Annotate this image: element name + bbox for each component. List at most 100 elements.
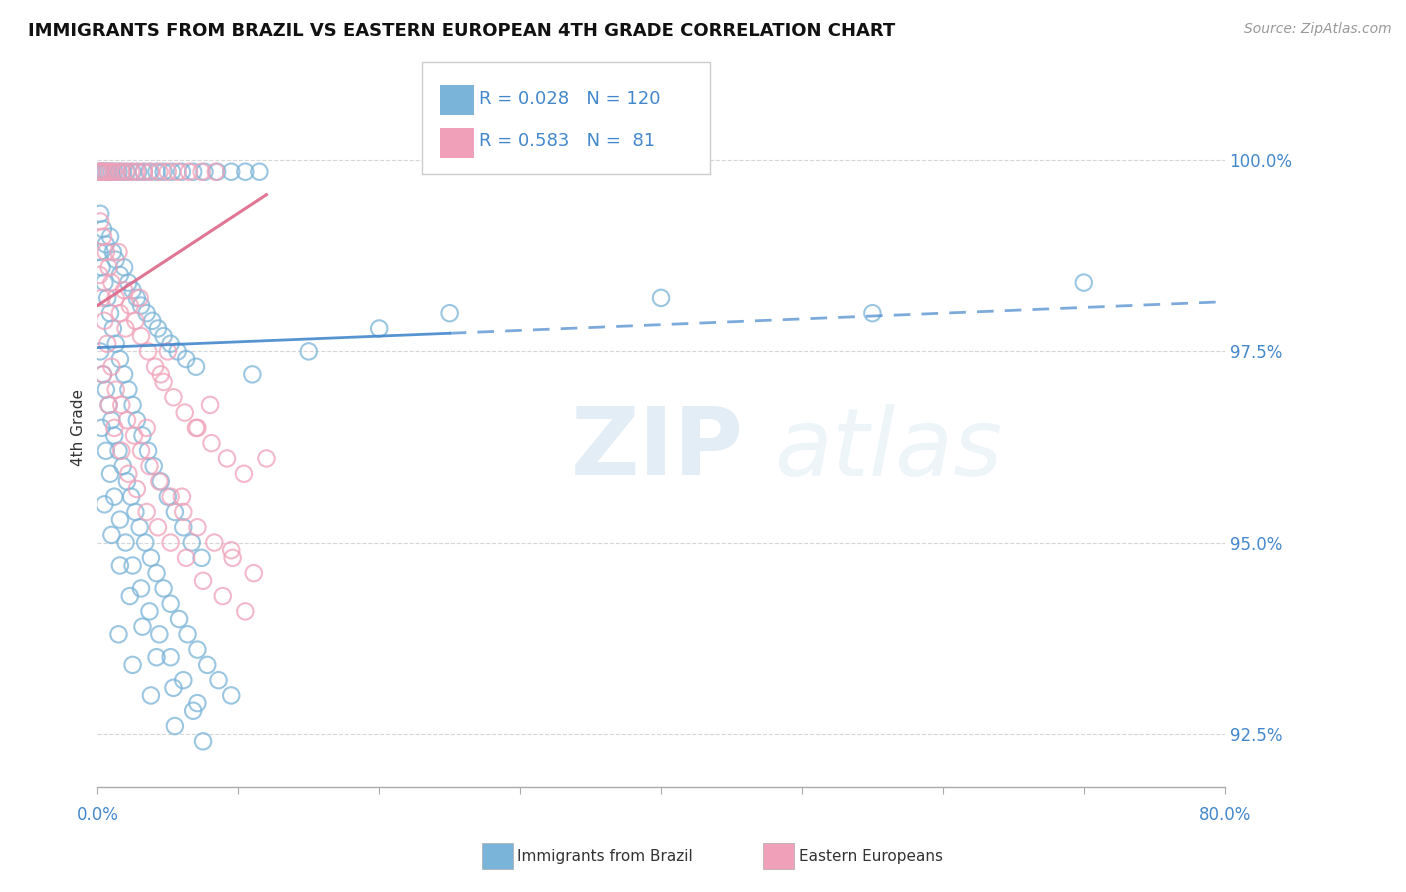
Point xyxy=(115,475,138,489)
Point xyxy=(160,165,183,179)
Point xyxy=(139,550,162,565)
Point xyxy=(100,276,122,290)
Point xyxy=(138,604,160,618)
Point xyxy=(125,413,148,427)
Text: R = 0.028   N = 120: R = 0.028 N = 120 xyxy=(479,90,661,108)
Point xyxy=(93,497,115,511)
Point xyxy=(138,165,160,179)
Point xyxy=(107,245,129,260)
Point xyxy=(219,543,242,558)
Point xyxy=(173,406,195,420)
Point xyxy=(97,398,120,412)
Point xyxy=(100,528,122,542)
Point xyxy=(242,566,264,581)
Point xyxy=(184,421,207,435)
Point xyxy=(860,306,883,320)
Point xyxy=(186,421,208,435)
Point xyxy=(184,359,207,374)
Point xyxy=(90,260,112,275)
Point xyxy=(211,589,233,603)
Point xyxy=(166,344,188,359)
Point xyxy=(156,344,179,359)
Point xyxy=(156,490,179,504)
Text: IMMIGRANTS FROM BRAZIL VS EASTERN EUROPEAN 4TH GRADE CORRELATION CHART: IMMIGRANTS FROM BRAZIL VS EASTERN EUROPE… xyxy=(28,22,896,40)
Y-axis label: 4th Grade: 4th Grade xyxy=(72,390,86,467)
Text: 80.0%: 80.0% xyxy=(1198,806,1251,824)
Point xyxy=(162,390,184,404)
Point xyxy=(108,558,131,573)
Point xyxy=(129,329,152,343)
Point xyxy=(159,535,181,549)
Point xyxy=(120,490,142,504)
Point xyxy=(114,535,136,549)
Point xyxy=(103,421,125,435)
Point xyxy=(104,291,127,305)
Point xyxy=(128,291,150,305)
Point xyxy=(233,604,256,618)
Point xyxy=(121,165,143,179)
Point xyxy=(127,165,149,179)
Point xyxy=(122,428,145,442)
Point xyxy=(176,627,198,641)
Point xyxy=(152,329,174,343)
Point xyxy=(125,165,148,179)
Point xyxy=(170,165,193,179)
Point xyxy=(132,165,155,179)
Point xyxy=(215,451,238,466)
Point xyxy=(138,459,160,474)
Point xyxy=(204,165,226,179)
Point xyxy=(89,214,111,228)
Point xyxy=(117,383,139,397)
Point xyxy=(108,268,131,282)
Point xyxy=(159,336,181,351)
Point xyxy=(104,336,127,351)
Point xyxy=(181,165,204,179)
Point xyxy=(146,520,169,534)
Point xyxy=(108,513,131,527)
Point xyxy=(112,260,135,275)
Text: ZIP: ZIP xyxy=(571,403,744,495)
Point xyxy=(118,589,141,603)
Point xyxy=(141,314,163,328)
Point xyxy=(115,165,138,179)
Point xyxy=(111,165,134,179)
Point xyxy=(129,443,152,458)
Point xyxy=(98,467,121,481)
Point xyxy=(89,344,111,359)
Text: 0.0%: 0.0% xyxy=(76,806,118,824)
Point xyxy=(149,475,172,489)
Point xyxy=(439,306,461,320)
Point xyxy=(172,520,194,534)
Point xyxy=(91,165,114,179)
Point xyxy=(117,467,139,481)
Point xyxy=(163,505,186,519)
Point xyxy=(202,535,225,549)
Text: atlas: atlas xyxy=(773,404,1002,495)
Point xyxy=(112,368,135,382)
Point xyxy=(131,428,153,442)
Point xyxy=(91,368,114,382)
Point xyxy=(91,229,114,244)
Point xyxy=(97,165,120,179)
Point xyxy=(177,165,200,179)
Point xyxy=(114,321,136,335)
Point xyxy=(152,165,174,179)
Point xyxy=(186,696,208,710)
Point xyxy=(124,314,146,328)
Point xyxy=(159,597,181,611)
Text: Source: ZipAtlas.com: Source: ZipAtlas.com xyxy=(1244,22,1392,37)
Point xyxy=(107,627,129,641)
Point xyxy=(148,627,170,641)
Point xyxy=(93,276,115,290)
Point xyxy=(172,673,194,688)
Point xyxy=(186,642,208,657)
Point xyxy=(180,535,202,549)
Point xyxy=(131,620,153,634)
Point xyxy=(125,482,148,496)
Point xyxy=(136,344,159,359)
Point xyxy=(135,306,157,320)
Point xyxy=(152,375,174,389)
Point xyxy=(93,314,115,328)
Point xyxy=(89,165,111,179)
Point xyxy=(96,336,118,351)
